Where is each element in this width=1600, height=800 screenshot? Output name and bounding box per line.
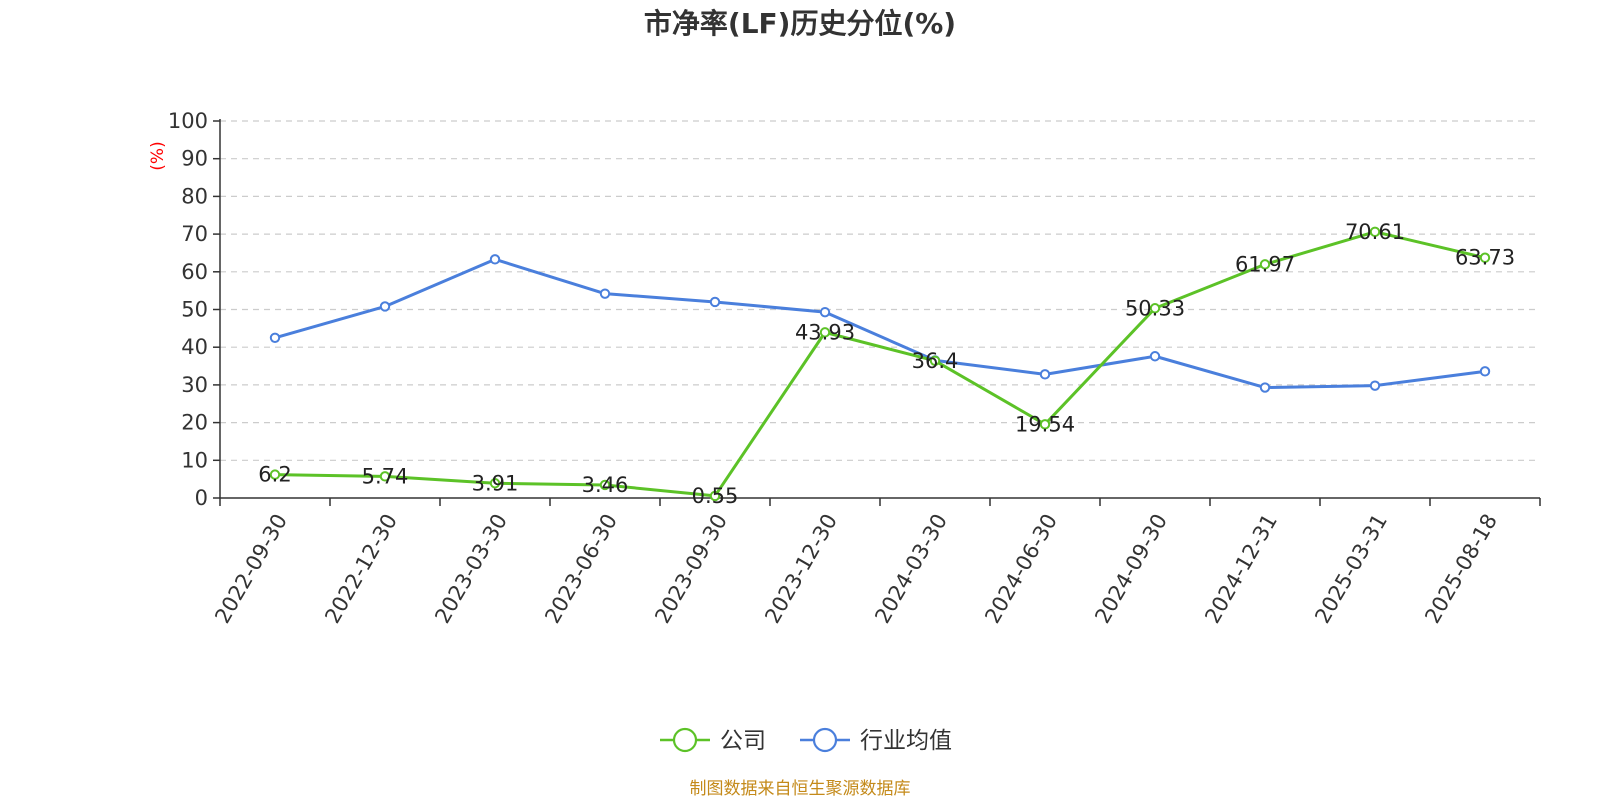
data-labels: 6.2 5.74 3.91 3.46 0.55 43.93 36.4 19.54 50.33 61… — [258, 220, 1515, 508]
data-label: 3.91 — [472, 471, 519, 495]
y-tick-label: 0 — [195, 486, 208, 510]
data-point[interactable] — [489, 478, 501, 489]
data-point[interactable] — [1149, 351, 1161, 362]
data-point[interactable] — [599, 479, 611, 491]
data-point[interactable] — [1369, 380, 1381, 391]
data-label: 5.74 — [362, 464, 409, 488]
data-label: 0.55 — [692, 484, 739, 508]
data-label: 61.97 — [1235, 252, 1295, 276]
y-tick-label: 20 — [181, 411, 208, 435]
y-tick-label: 90 — [181, 147, 208, 171]
data-label: 43.93 — [795, 320, 855, 344]
data-point[interactable] — [379, 301, 391, 312]
data-label: 6.2 — [258, 463, 291, 487]
data-point[interactable] — [1259, 259, 1271, 270]
data-point[interactable] — [709, 490, 721, 502]
x-tick-label: 2023-09-30 — [650, 510, 732, 628]
x-tick-label: 2023-03-30 — [430, 510, 512, 628]
x-tick-label: 2025-08-18 — [1420, 510, 1502, 628]
data-point[interactable] — [819, 327, 831, 338]
data-point[interactable] — [489, 254, 501, 265]
y-tick-label: 100 — [168, 109, 208, 133]
series-line — [274, 257, 1486, 390]
data-label: 63.73 — [1455, 246, 1515, 270]
y-tick-label: 40 — [181, 335, 208, 359]
data-point[interactable] — [1039, 369, 1051, 380]
legend-marker — [812, 727, 838, 753]
data-label: 36.4 — [912, 349, 959, 373]
data-point[interactable] — [1479, 366, 1491, 377]
data-point[interactable] — [379, 471, 391, 482]
y-tick-label: 80 — [181, 184, 208, 208]
source-note: 制图数据来自恒生聚源数据库 — [690, 779, 911, 799]
y-tick-label: 10 — [181, 448, 208, 472]
data-label: 3.46 — [582, 473, 629, 497]
axes: 0 10 20 30 40 50 60 70 80 90 100 2022-09-30 2022-12-… — [168, 109, 1541, 628]
data-point[interactable] — [269, 469, 281, 480]
x-tick-label: 2023-06-30 — [540, 510, 622, 628]
x-tick-label: 2024-06-30 — [980, 510, 1062, 628]
legend[interactable]: 公司 行业均值 — [660, 727, 952, 754]
legend-item[interactable]: 行业均值 — [800, 727, 952, 754]
x-tick-label: 2025-03-31 — [1310, 510, 1392, 628]
data-label: 70.61 — [1345, 220, 1405, 244]
x-tick-label: 2024-03-30 — [870, 510, 952, 628]
y-tick-label: 60 — [181, 260, 208, 284]
y-tick-label: 30 — [181, 373, 208, 397]
x-tick-label: 2023-12-30 — [760, 510, 842, 628]
data-point[interactable] — [709, 296, 721, 308]
data-point[interactable] — [1479, 252, 1491, 263]
legend-label: 公司 — [720, 728, 766, 754]
data-point[interactable] — [599, 288, 611, 299]
legend-item[interactable]: 公司 — [660, 727, 766, 754]
data-point[interactable] — [269, 332, 281, 343]
data-point[interactable] — [819, 306, 831, 318]
y-tick-label: 50 — [181, 298, 208, 322]
y-axis-unit-label: (%) — [148, 141, 168, 170]
data-point[interactable] — [1039, 419, 1051, 430]
x-tick-label: 2024-09-30 — [1090, 510, 1172, 628]
x-tick-label: 2022-12-30 — [320, 510, 402, 628]
x-tick-label: 2022-09-30 — [210, 510, 292, 628]
y-tick-label: 70 — [181, 222, 208, 246]
chart-title: 市净率(LF)历史分位(%) — [644, 7, 956, 40]
data-point[interactable] — [929, 355, 941, 366]
data-point[interactable] — [1149, 303, 1161, 314]
legend-label: 行业均值 — [860, 728, 952, 754]
legend-marker — [672, 727, 698, 753]
data-point[interactable] — [1369, 226, 1381, 238]
data-label: 50.33 — [1125, 296, 1185, 320]
series-line — [274, 230, 1486, 498]
series-lines — [269, 226, 1491, 502]
grid-lines — [220, 120, 1540, 461]
data-label: 19.54 — [1015, 412, 1075, 436]
x-tick-label: 2024-12-31 — [1200, 510, 1282, 628]
data-point[interactable] — [1259, 382, 1271, 393]
